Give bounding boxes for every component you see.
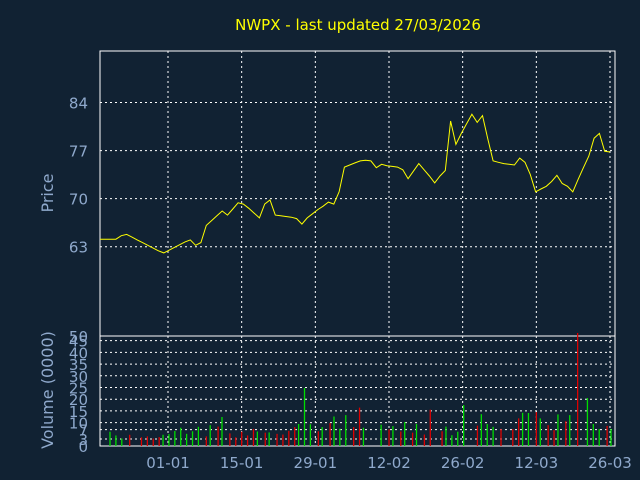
volume-bars xyxy=(109,332,612,446)
price-grid xyxy=(100,51,615,446)
price-tick-label: 77 xyxy=(69,143,88,161)
x-tick-label: 12-02 xyxy=(367,454,411,472)
price-tick-label: 70 xyxy=(69,191,88,209)
volume-tick-label: 45 xyxy=(69,333,88,351)
x-tick-label: 15-01 xyxy=(220,454,264,472)
x-tick-label: 26-02 xyxy=(441,454,485,472)
volume-tick-label: 15 xyxy=(69,403,88,421)
volume-tick-label: 25 xyxy=(69,379,88,397)
volume-tick-label: 20 xyxy=(69,391,88,409)
price-tick-label: 84 xyxy=(69,95,88,113)
price-tick-label: 50 xyxy=(69,328,88,346)
volume-tick-label: 30 xyxy=(69,368,88,386)
price-tick-label: 63 xyxy=(69,239,88,257)
volume-tick-label: 10 xyxy=(69,415,88,433)
x-tick-labels: 01-01 15-01 29-01 12-02 26-02 12-03 26-03 xyxy=(146,454,632,472)
price-axis-label: Price xyxy=(38,173,57,212)
x-tick-label: 26-03 xyxy=(588,454,632,472)
volume-tick-label: 35 xyxy=(69,356,88,374)
volume-tick-label: 0 xyxy=(78,438,88,456)
price-line xyxy=(100,113,611,254)
volume-axis-label: Volume (0000) xyxy=(38,331,57,449)
x-tick-label: 01-01 xyxy=(146,454,190,472)
price-tick-labels: 50 63 70 77 84 xyxy=(69,95,88,346)
chart-title: NWPX - last updated 27/03/2026 xyxy=(235,16,481,34)
volume-tick-label: 3 xyxy=(78,431,88,449)
volume-tick-label: 7 xyxy=(78,422,88,440)
x-tick-label: 29-01 xyxy=(294,454,338,472)
price-plot-area xyxy=(99,50,616,337)
volume-grid xyxy=(100,340,615,440)
volume-plot-area xyxy=(99,335,616,447)
volume-tick-label: 40 xyxy=(69,344,88,362)
x-tick-label: 12-03 xyxy=(515,454,559,472)
